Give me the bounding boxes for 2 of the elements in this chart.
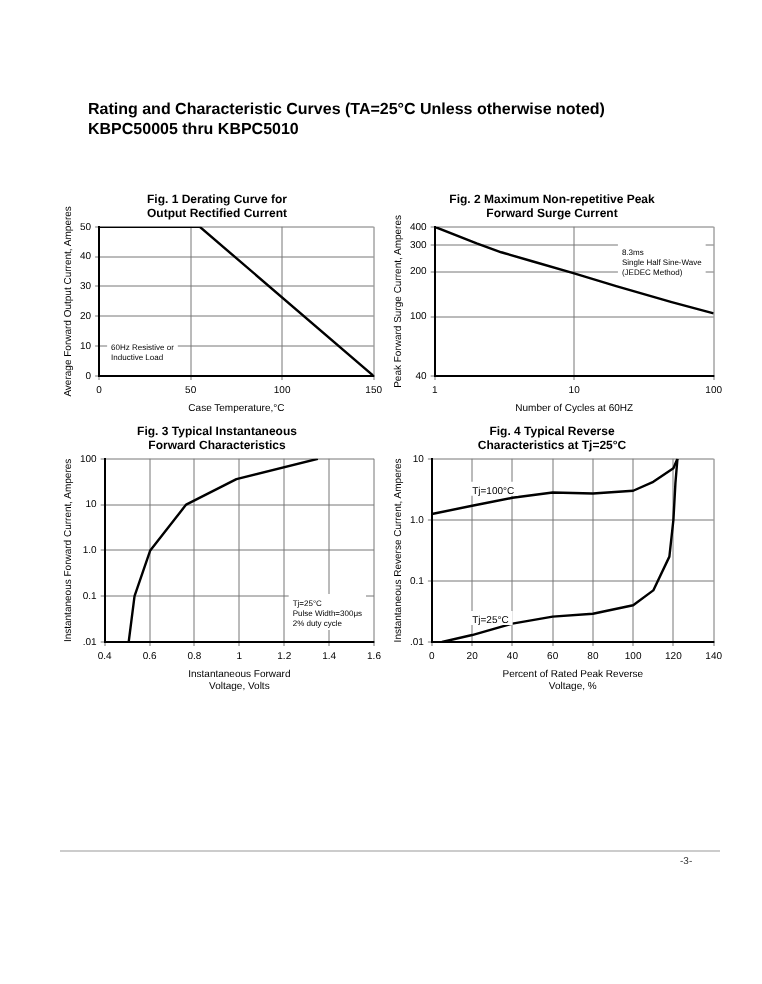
text: KBPC50005 thru KBPC5010 [88, 120, 301, 140]
text: Rating and Characteristic Curves (TA=25°C Unless otherwise noted) [88, 100, 605, 120]
